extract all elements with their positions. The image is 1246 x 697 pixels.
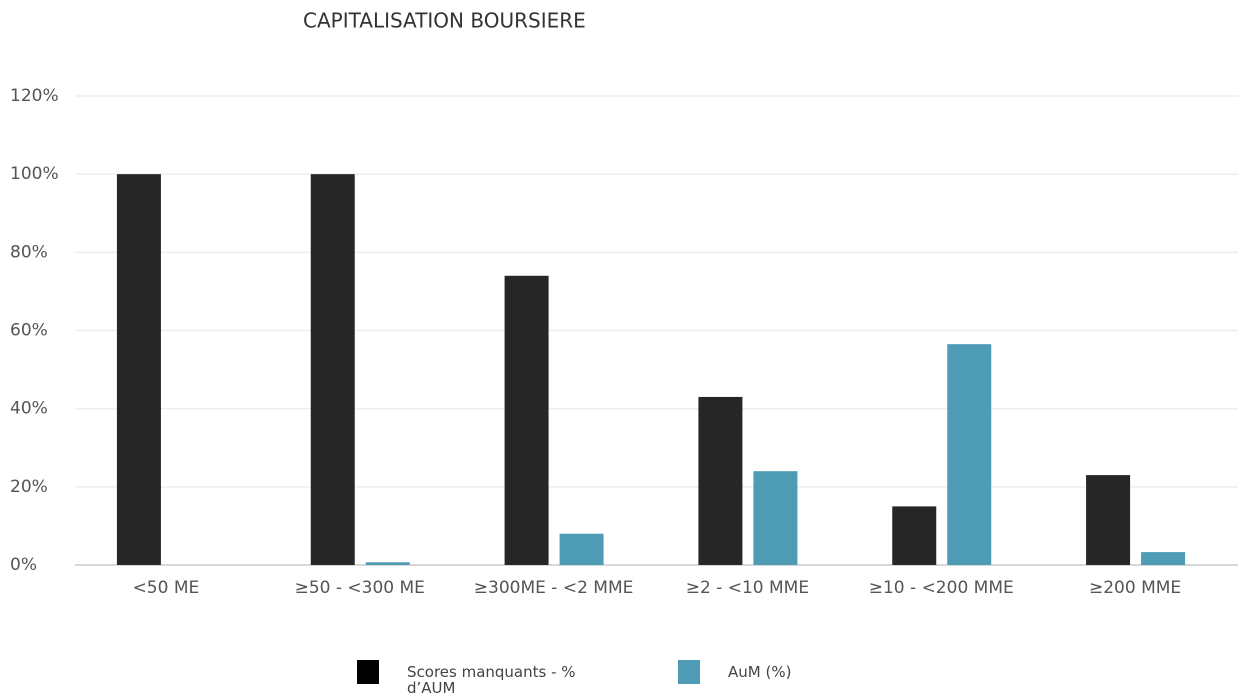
x-tick-label: ≥300ME - <2 MME bbox=[474, 578, 634, 598]
y-tick-label: 120% bbox=[10, 86, 59, 106]
x-tick-label: ≥50 - <300 ME bbox=[295, 578, 425, 598]
chart: CAPITALISATION BOURSIERE 0% 20% 40% 60% 80% 1… bbox=[10, 9, 1238, 598]
bar bbox=[753, 471, 798, 565]
bar bbox=[116, 174, 161, 565]
legend-item: Scores manquants - % d’AUM bbox=[357, 660, 597, 696]
bar bbox=[365, 562, 410, 565]
bar bbox=[559, 533, 604, 565]
bar bbox=[504, 275, 549, 565]
y-tick-label: 100% bbox=[10, 164, 59, 184]
bar bbox=[1141, 552, 1186, 565]
bar bbox=[892, 506, 937, 565]
bar bbox=[698, 396, 743, 565]
bar bbox=[310, 174, 355, 565]
x-tick-label: ≥10 - <200 MME bbox=[869, 578, 1014, 598]
y-tick-label: 20% bbox=[10, 477, 48, 497]
x-tick-label: <50 ME bbox=[133, 578, 200, 598]
legend-swatch bbox=[357, 660, 379, 684]
legend-label: Scores manquants - % d’AUM bbox=[407, 663, 576, 697]
x-tick-label: ≥200 MME bbox=[1089, 578, 1181, 598]
y-tick-label: 0% bbox=[10, 555, 37, 575]
legend-label: AuM (%) bbox=[728, 663, 792, 681]
bar bbox=[1086, 475, 1131, 565]
y-tick-label: 80% bbox=[10, 242, 48, 262]
legend-item: AuM (%) bbox=[678, 660, 918, 684]
x-tick-label: ≥2 - <10 MME bbox=[686, 578, 809, 598]
bar bbox=[947, 344, 992, 565]
y-tick-label: 60% bbox=[10, 321, 48, 341]
chart-title: CAPITALISATION BOURSIERE bbox=[303, 9, 586, 33]
y-tick-label: 40% bbox=[10, 399, 48, 419]
legend-swatch bbox=[678, 660, 700, 684]
